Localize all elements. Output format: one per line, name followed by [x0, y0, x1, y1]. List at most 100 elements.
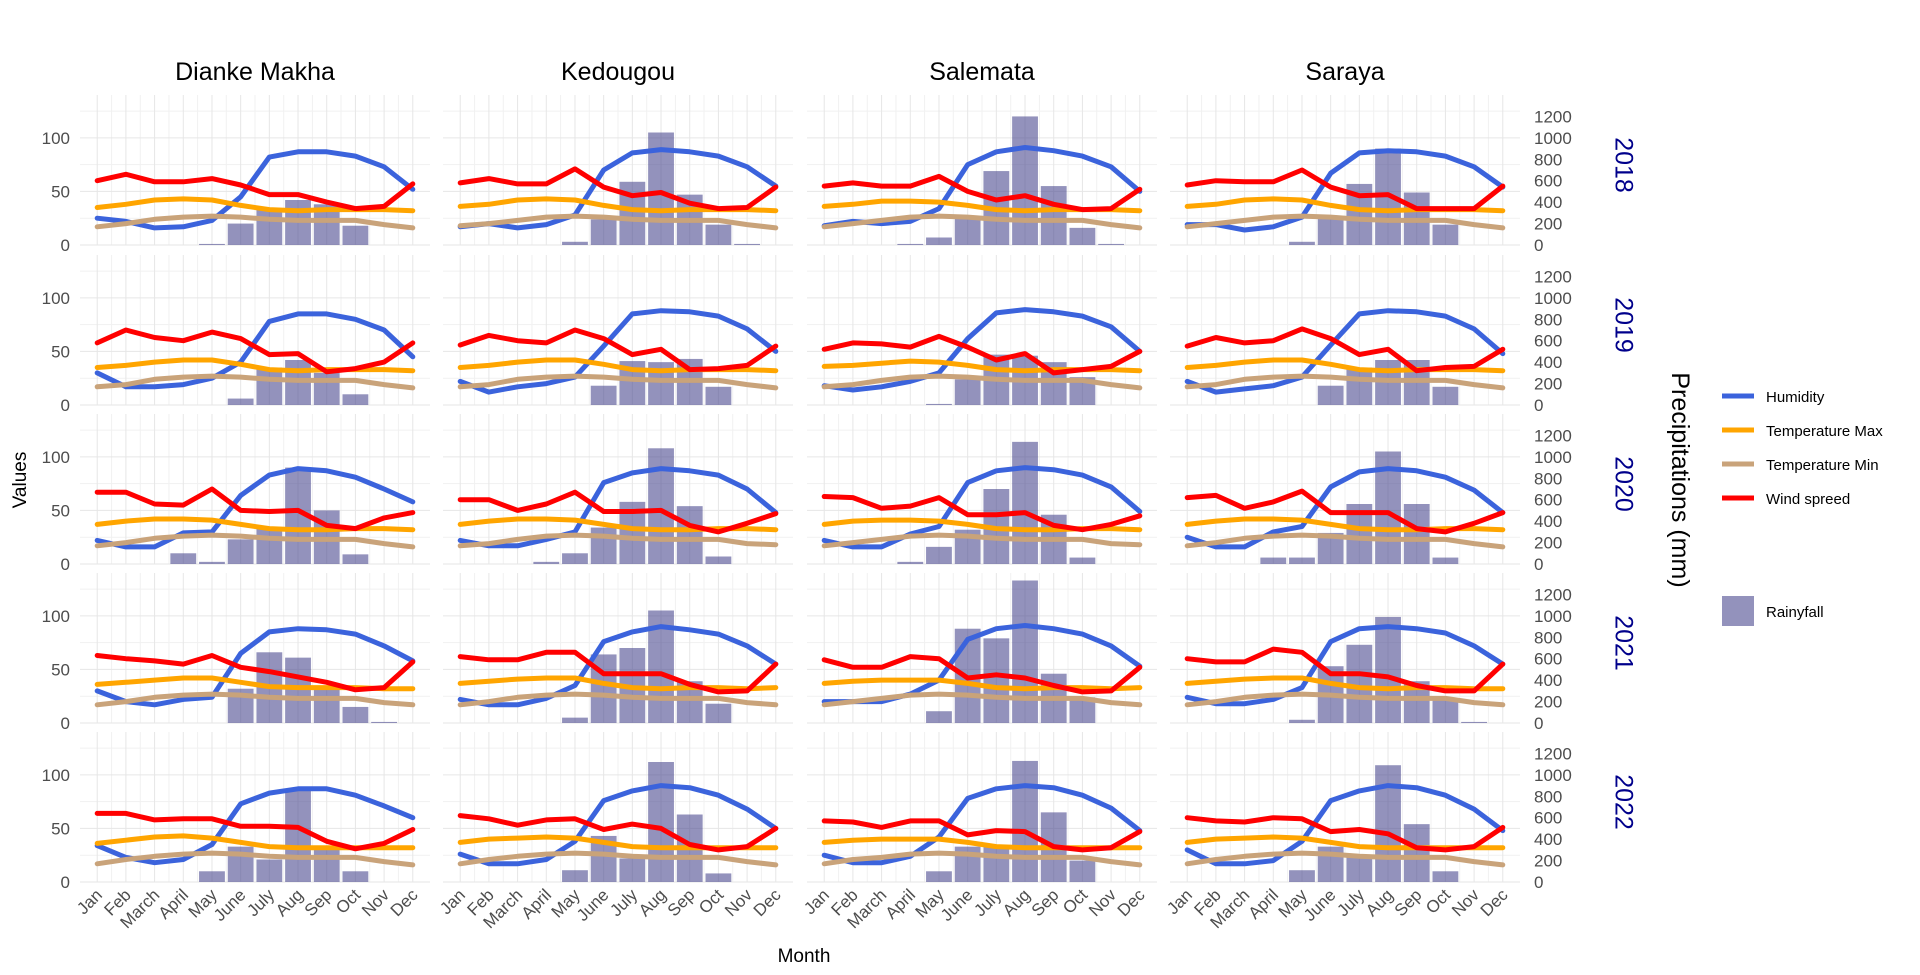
x-tick-label-dec: Dec — [1114, 885, 1149, 920]
line-tmin — [821, 691, 1143, 708]
rainfall-bar-aug — [1012, 441, 1038, 564]
y2-tick-label: 0 — [1534, 873, 1543, 892]
line-wind — [457, 649, 779, 695]
line-humidity — [457, 466, 779, 549]
rainfall-bar-may — [1289, 719, 1315, 723]
legend-item-wind: Wind spreed — [1722, 491, 1850, 508]
y-tick-label: 100 — [42, 129, 70, 148]
line-wind — [94, 327, 416, 375]
y-tick-label: 100 — [42, 766, 70, 785]
rainfall-bar-july — [619, 858, 646, 882]
y2-tick-label: 600 — [1534, 650, 1562, 669]
panel-dianke-makha-2022 — [80, 732, 430, 883]
rainfall-bar-april — [1260, 557, 1287, 564]
y2-tick-label: 600 — [1534, 809, 1562, 828]
y2-tick-label: 800 — [1534, 787, 1562, 806]
line-tmin — [94, 213, 416, 231]
x-tick-label-april: April — [882, 885, 919, 922]
y2-tick-label: 0 — [1534, 236, 1543, 255]
rainfall-bar-july — [1346, 367, 1373, 405]
x-tick-label-april: April — [155, 885, 192, 922]
rainfall-bar-june — [227, 398, 254, 405]
line-tmin — [457, 850, 779, 868]
rainfall-bar-may — [1289, 557, 1315, 564]
y2-tick-label: 200 — [1534, 375, 1562, 394]
line-humidity — [94, 311, 416, 390]
y2-tick-label: 1200 — [1534, 585, 1572, 604]
line-tmin — [821, 373, 1143, 391]
y-axis-left: 0 50 100 0 50 100 0 50 100 0 50 100 0 50 100 — [42, 129, 70, 892]
rainfall-bar-oct — [1069, 860, 1096, 882]
column-label-dianke-makha: Dianke Makha — [175, 58, 335, 86]
line-tmin — [94, 850, 416, 868]
x-tick-label-aug: Aug — [1362, 885, 1397, 920]
rainfall-bar-nov — [1461, 721, 1488, 723]
x-tick-label-june: June — [210, 885, 250, 925]
panel-saraya-2018 — [1170, 95, 1520, 246]
rainfall-bar-june — [1317, 217, 1344, 245]
panel-salemata-2018 — [807, 95, 1157, 246]
rainfall-bar-april — [897, 243, 924, 245]
line-wind — [457, 489, 779, 535]
rainfall-bar-aug — [1375, 765, 1401, 882]
line-tmin — [1184, 691, 1506, 708]
panel-salemata-2022 — [807, 732, 1157, 883]
y2-tick-label: 1000 — [1534, 129, 1572, 148]
y-tick-label: 100 — [42, 607, 70, 626]
rainfall-bar-june — [590, 385, 617, 405]
line-humidity — [1184, 624, 1506, 707]
x-tick-label-nov: Nov — [721, 885, 756, 920]
line-tmin — [1184, 850, 1506, 868]
line-tmin — [457, 691, 779, 708]
rainfall-bar-may — [562, 870, 588, 882]
rainfall-bar-nov — [1098, 243, 1125, 245]
x-tick-label-july: July — [606, 885, 641, 920]
x-tick-label-aug: Aug — [635, 885, 670, 920]
rainfall-bar-may — [1289, 241, 1315, 245]
line-wind — [821, 494, 1143, 533]
panel-kedougou-2022 — [443, 732, 793, 883]
rainfall-bar-july — [256, 527, 283, 564]
panel-salemata-2020 — [807, 414, 1157, 565]
row-label-2019: 2019 — [1609, 297, 1637, 353]
y-tick-label: 100 — [42, 448, 70, 467]
rainfall-bar-may — [1289, 870, 1315, 882]
rainfall-bar-oct — [342, 871, 369, 882]
y-tick-label: 0 — [61, 873, 70, 892]
rainfall-bar-june — [954, 217, 981, 245]
rainfall-bar-may — [562, 553, 588, 564]
panel-kedougou-2021 — [443, 573, 793, 724]
line-tmax — [821, 677, 1143, 692]
legend-label-rain: Rainyfall — [1766, 604, 1824, 621]
rainfall-bar-aug — [648, 448, 674, 564]
y-tick-label: 0 — [61, 236, 70, 255]
rainfall-bar-oct — [1069, 227, 1096, 245]
rainfall-bar-april — [897, 561, 924, 564]
y2-tick-label: 1200 — [1534, 744, 1572, 763]
y2-tick-label: 800 — [1534, 628, 1562, 647]
rainfall-bar-sep — [1040, 186, 1067, 245]
rainfall-bar-may — [199, 243, 225, 245]
column-label-salemata: Salemata — [929, 58, 1035, 86]
rainfall-bar-oct — [705, 556, 732, 564]
y-tick-label: 50 — [51, 501, 70, 520]
y-tick-label: 50 — [51, 660, 70, 679]
line-wind — [1184, 646, 1506, 694]
y2-tick-label: 1000 — [1534, 289, 1572, 308]
y2-tick-label: 0 — [1534, 396, 1543, 415]
panel-dianke-makha-2019 — [80, 255, 430, 406]
x-tick-label-jan: Jan — [436, 885, 469, 918]
rainfall-bar-nov — [734, 243, 761, 245]
rainfall-bar-july — [983, 638, 1010, 723]
line-wind — [821, 818, 1143, 853]
line-wind — [457, 166, 779, 212]
y2-tick-label: 400 — [1534, 193, 1562, 212]
x-tick-label-nov: Nov — [1085, 885, 1120, 920]
line-humidity — [821, 465, 1143, 550]
panel-kedougou-2020 — [443, 414, 793, 565]
rainfall-bar-aug — [1012, 580, 1038, 723]
y2-tick-label: 1200 — [1534, 267, 1572, 286]
rainfall-bar-oct — [705, 386, 732, 405]
line-wind — [94, 653, 416, 693]
rainfall-bar-sep — [1403, 504, 1430, 564]
